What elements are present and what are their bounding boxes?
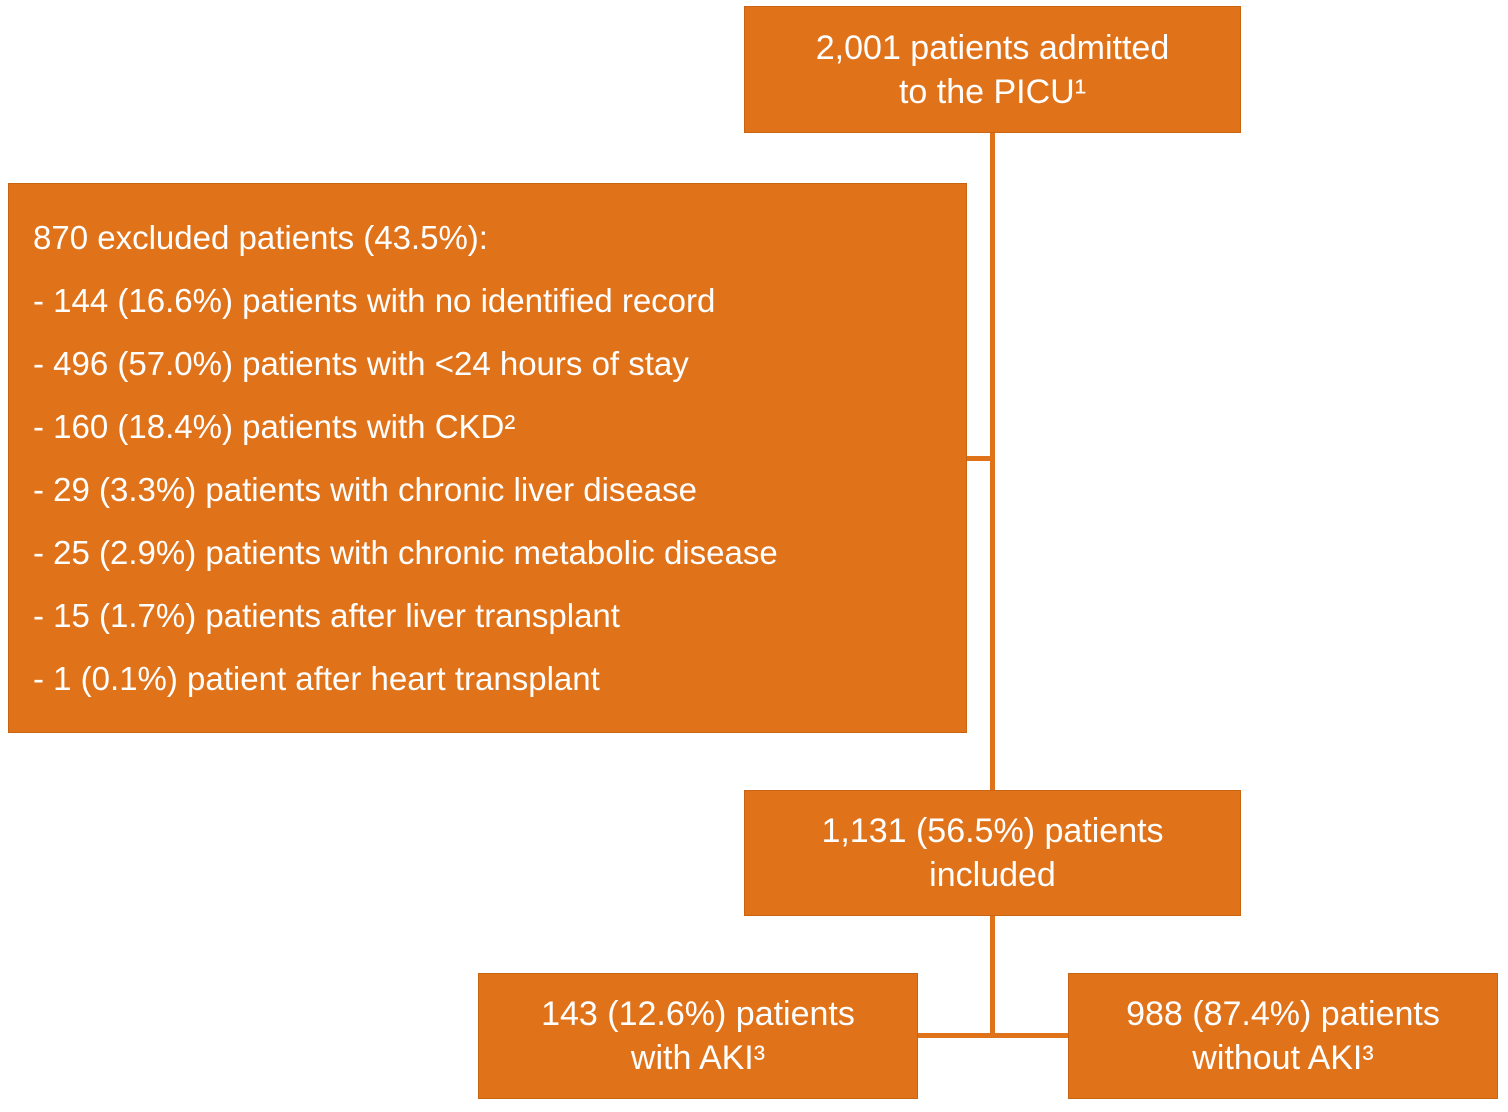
excluded-title: 870 excluded patients (43.5%): <box>33 219 488 256</box>
box-no-aki: 988 (87.4%) patients without AKI³ <box>1068 973 1498 1099</box>
box-included: 1,131 (56.5%) patients included <box>744 790 1241 916</box>
box-admitted: 2,001 patients admitted to the PICU¹ <box>744 6 1241 133</box>
box-admitted-line-2: to the PICU¹ <box>898 72 1087 111</box>
connector-included-to-split <box>990 916 995 1038</box>
excluded-item: - 1 (0.1%) patient after heart transplan… <box>33 660 600 697</box>
box-excluded: 870 excluded patients (43.5%): - 144 (16… <box>8 183 967 733</box>
excluded-item: - 25 (2.9%) patients with chronic metabo… <box>33 534 778 571</box>
box-included-line-1: 1,131 (56.5%) patients <box>821 812 1164 850</box>
connector-excluded-stub <box>967 456 990 461</box>
excluded-item: - 160 (18.4%) patients with CKD² <box>33 408 516 445</box>
connector-aki-split <box>918 1033 1068 1038</box>
connector-admitted-to-included <box>990 133 995 790</box>
box-no-aki-line-1: 988 (87.4%) patients <box>1126 995 1440 1033</box>
box-aki-line-2: with AKI³ <box>630 1039 766 1077</box>
box-admitted-line-1: 2,001 patients admitted <box>815 28 1170 67</box>
box-included-line-2: included <box>929 856 1056 894</box>
excluded-item: - 15 (1.7%) patients after liver transpl… <box>33 597 620 634</box>
excluded-item: - 144 (16.6%) patients with no identifie… <box>33 282 716 319</box>
box-aki: 143 (12.6%) patients with AKI³ <box>478 973 918 1099</box>
excluded-item: - 29 (3.3%) patients with chronic liver … <box>33 471 697 508</box>
excluded-item: - 496 (57.0%) patients with <24 hours of… <box>33 345 689 382</box>
box-aki-line-1: 143 (12.6%) patients <box>541 995 855 1033</box>
box-no-aki-line-2: without AKI³ <box>1192 1039 1374 1077</box>
